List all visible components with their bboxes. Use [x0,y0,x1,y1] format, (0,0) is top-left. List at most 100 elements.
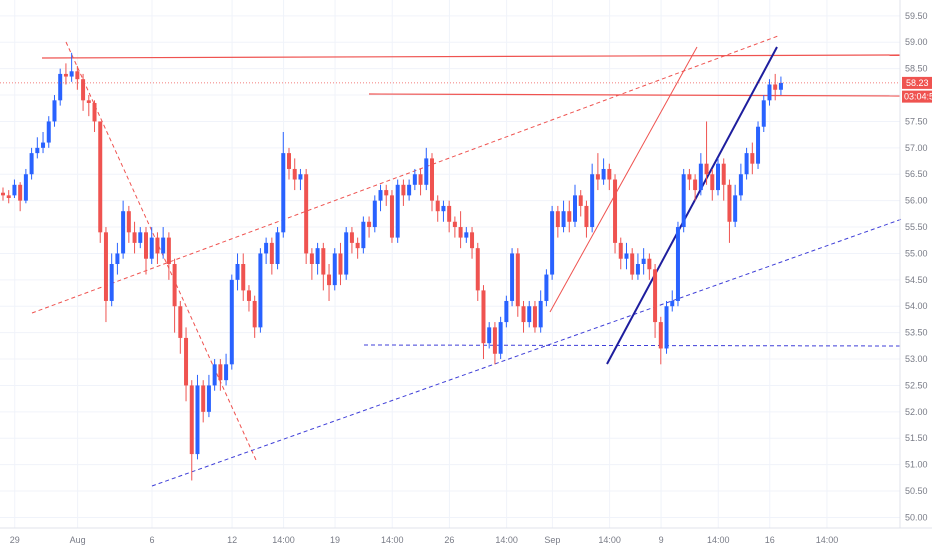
candle-body[interactable] [704,163,709,175]
candle-body[interactable] [29,153,34,175]
candle-body[interactable] [578,195,583,206]
candle-body[interactable] [58,73,63,101]
candle-body[interactable] [664,306,669,349]
candle-body[interactable] [138,232,143,243]
candle-body[interactable] [613,179,618,243]
candle-body[interactable] [281,153,286,233]
candle-body[interactable] [298,174,303,180]
candle-body[interactable] [287,153,291,169]
candle-body[interactable] [515,253,520,307]
candle-body[interactable] [590,174,595,228]
candle-body[interactable] [767,84,772,101]
candle-body[interactable] [527,306,532,323]
candle-body[interactable] [269,242,274,264]
candle-body[interactable] [698,163,703,191]
candle-body[interactable] [710,174,715,191]
candle-body[interactable] [733,195,738,222]
candle-body[interactable] [361,221,366,249]
candle-body[interactable] [647,258,652,270]
candle-body[interactable] [81,79,86,101]
candle-body[interactable] [492,327,497,354]
candle-body[interactable] [412,174,417,185]
candle-body[interactable] [35,147,40,154]
candle-body[interactable] [241,264,246,291]
candle-body[interactable] [458,227,463,238]
candle-body[interactable] [378,190,383,201]
candle-body[interactable] [46,121,51,143]
candle-body[interactable] [470,232,475,249]
candle-body[interactable] [721,163,726,185]
candle-body[interactable] [744,153,749,175]
candle-body[interactable] [86,100,91,103]
candle-body[interactable] [452,221,457,228]
candle-body[interactable] [372,200,377,228]
candle-body[interactable] [555,211,560,228]
candle-body[interactable] [635,264,640,275]
candle-body[interactable] [618,242,623,259]
candle-body[interactable] [607,168,612,180]
candle-body[interactable] [275,232,280,264]
candle-body[interactable] [778,82,783,90]
candle-body[interactable] [155,237,160,254]
candle-body[interactable] [75,71,80,80]
candle-body[interactable] [670,300,675,307]
candle-body[interactable] [447,205,452,222]
candle-body[interactable] [224,364,229,381]
candle-body[interactable] [750,153,755,164]
candle-body[interactable] [624,253,629,259]
candle-body[interactable] [630,253,635,275]
candle-body[interactable] [149,237,154,259]
candle-body[interactable] [349,232,354,243]
candle-body[interactable] [161,237,166,254]
candle-body[interactable] [338,253,343,275]
rising-support-blue[interactable] [151,218,903,487]
candle-body[interactable] [246,290,251,301]
candle-body[interactable] [332,253,337,286]
candle-body[interactable] [98,121,103,233]
candle-body[interactable] [252,300,257,328]
candle-body[interactable] [201,385,206,412]
candle-body[interactable] [464,232,469,238]
candle-body[interactable] [561,211,566,228]
candle-body[interactable] [441,205,446,212]
candle-body[interactable] [481,290,486,344]
candle-body[interactable] [206,385,211,412]
candle-body[interactable] [258,253,263,328]
candle-body[interactable] [498,322,503,354]
candle-body[interactable] [738,174,743,196]
candle-body[interactable] [395,184,400,238]
candle-body[interactable] [109,264,114,301]
candle-body[interactable] [41,142,46,148]
candle-body[interactable] [132,232,137,243]
candle-body[interactable] [475,248,480,291]
candle-body[interactable] [126,211,131,233]
candle-body[interactable] [264,242,269,254]
candle-body[interactable] [212,364,217,386]
candle-body[interactable] [687,174,692,180]
candle-body[interactable] [504,300,509,323]
candle-body[interactable] [103,232,108,301]
candle-body[interactable] [315,248,320,264]
candle-body[interactable] [304,174,309,254]
candle-body[interactable] [727,184,732,222]
candle-body[interactable] [567,211,572,222]
candle-body[interactable] [235,264,240,280]
candle-body[interactable] [573,195,577,222]
candle-body[interactable] [355,242,360,249]
candle-body[interactable] [1,192,5,196]
candle-body[interactable] [584,205,589,228]
candle-body[interactable] [166,237,171,264]
candle-body[interactable] [69,71,74,77]
candle-body[interactable] [144,232,148,259]
candle-body[interactable] [321,248,326,275]
time-axis[interactable]: 29 Aug 6 12 14:00 19 14:00 26 14:00 Sep 14:00 9 14:0… [0,527,932,545]
candle-body[interactable] [23,174,28,201]
candle-body[interactable] [172,264,177,307]
candle-body[interactable] [693,179,698,191]
candle-body[interactable] [761,100,766,127]
candle-body[interactable] [121,211,126,254]
candle-body[interactable] [601,168,606,180]
candle-body[interactable] [773,84,778,90]
candle-body[interactable] [63,73,68,77]
